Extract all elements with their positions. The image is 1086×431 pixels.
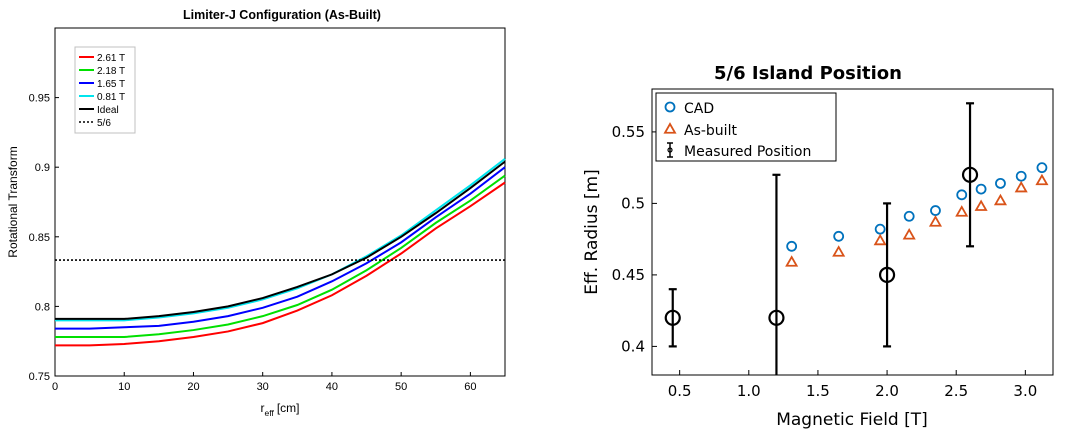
left-xtick-label: 60 <box>464 381 476 393</box>
left-series-line-0 <box>55 181 506 347</box>
left-ytick-label: 0.9 <box>35 162 50 174</box>
left-xtick-label: 30 <box>257 381 269 393</box>
measured-point <box>768 309 785 326</box>
right-xtick-label: 2.5 <box>944 382 968 400</box>
left-axis-ticks: 0 10 20 30 40 50 60 0.75 0.8 0.85 0.9 0.95 <box>29 93 477 393</box>
right-xtick-label: 3.0 <box>1013 382 1037 400</box>
cad-point <box>995 177 1006 189</box>
left-series-line-1 <box>55 174 506 339</box>
cad-point <box>786 240 798 252</box>
left-chart-title: Limiter-J Configuration (As-Built) <box>183 8 381 22</box>
left-legend-box <box>74 46 136 134</box>
left-series-lines <box>55 158 506 347</box>
right-xtick-label: 1.0 <box>737 382 761 400</box>
as-built-point <box>993 193 1008 206</box>
left-series-line-4 <box>55 160 506 320</box>
measured-point <box>878 266 896 283</box>
as-built-point <box>928 215 943 227</box>
cad-point <box>930 205 941 216</box>
right-legend-box <box>655 92 837 162</box>
cad-point <box>956 189 968 201</box>
legend-measured-marker <box>667 147 673 153</box>
left-legend-label-1: 2.18 T <box>97 66 125 77</box>
as-built-point <box>974 199 988 211</box>
right-chart-title: 5/6 Island Position <box>714 63 902 84</box>
left-xlabel-unit: [cm] <box>277 401 300 415</box>
as-built-point <box>955 205 969 217</box>
cad-point <box>874 223 886 235</box>
left-series-line-3 <box>55 158 506 322</box>
as-built-point <box>785 255 799 267</box>
right-ylabel: Eff. Radius [m] <box>582 169 602 295</box>
as-built-point <box>832 245 846 257</box>
right-xtick-label: 1.5 <box>806 382 830 400</box>
left-ytick-label: 0.75 <box>29 371 50 383</box>
left-legend-label-3: 0.81 T <box>97 92 125 103</box>
right-legend-label-0: CAD <box>684 101 714 117</box>
left-xtick-label: 10 <box>118 381 130 393</box>
left-series-line-2 <box>55 166 506 330</box>
measured-point <box>961 166 979 183</box>
left-xlabel-main: r <box>261 401 265 415</box>
right-series-marks <box>664 102 1049 375</box>
left-legend-label-4: Ideal <box>97 105 119 116</box>
as-built-point <box>1014 180 1028 193</box>
legend-as-built-marker <box>663 122 677 134</box>
measured-point <box>664 309 681 326</box>
right-legend-label-2: Measured Position <box>684 144 811 160</box>
left-xlabel-sub: eff <box>265 408 275 418</box>
left-legend-label-5: 5/6 <box>97 118 111 129</box>
right-legend-label-1: As-built <box>684 123 737 139</box>
right-ytick-label: 0.55 <box>612 123 645 141</box>
left-legend-label-2: 1.65 T <box>97 79 125 90</box>
left-ylabel: Rotational Transform <box>6 146 20 257</box>
left-xtick-label: 40 <box>326 381 338 393</box>
right-ytick-label: 0.4 <box>621 337 645 355</box>
cad-point <box>1036 162 1048 174</box>
left-chart: Limiter-J Configuration (As-Built) 0 10 20… <box>6 8 506 418</box>
as-built-point <box>902 228 916 240</box>
right-xlabel: Magnetic Field [T] <box>776 410 928 430</box>
left-xtick-label: 50 <box>395 381 407 393</box>
left-ytick-label: 0.95 <box>29 93 50 105</box>
right-chart: 5/6 Island Position 0.5 1.0 1.5 2.0 2.5 3.0 0.… <box>582 63 1054 430</box>
left-xtick-label: 20 <box>187 381 199 393</box>
left-xtick-label: 0 <box>52 381 58 393</box>
left-ytick-label: 0.85 <box>29 232 50 244</box>
as-built-point <box>1035 173 1049 186</box>
cad-point <box>1015 170 1027 182</box>
right-xtick-label: 0.5 <box>668 382 692 400</box>
as-built-point <box>873 233 887 246</box>
legend-cad-marker <box>664 101 676 113</box>
cad-point <box>903 210 915 222</box>
left-legend-label-0: 2.61 T <box>97 53 125 64</box>
right-legend: CAD As-built Measured Position <box>655 92 837 162</box>
left-xlabel: reff [cm] <box>261 401 300 418</box>
cad-point <box>833 230 845 242</box>
right-ytick-label: 0.5 <box>621 194 645 212</box>
left-ytick-label: 0.8 <box>35 301 50 313</box>
left-legend: 2.61 T 2.18 T 1.65 T 0.81 T Ideal 5/6 <box>74 46 136 134</box>
cad-point <box>975 183 987 195</box>
right-xtick-label: 2.0 <box>875 382 899 400</box>
right-ytick-label: 0.45 <box>612 266 645 284</box>
